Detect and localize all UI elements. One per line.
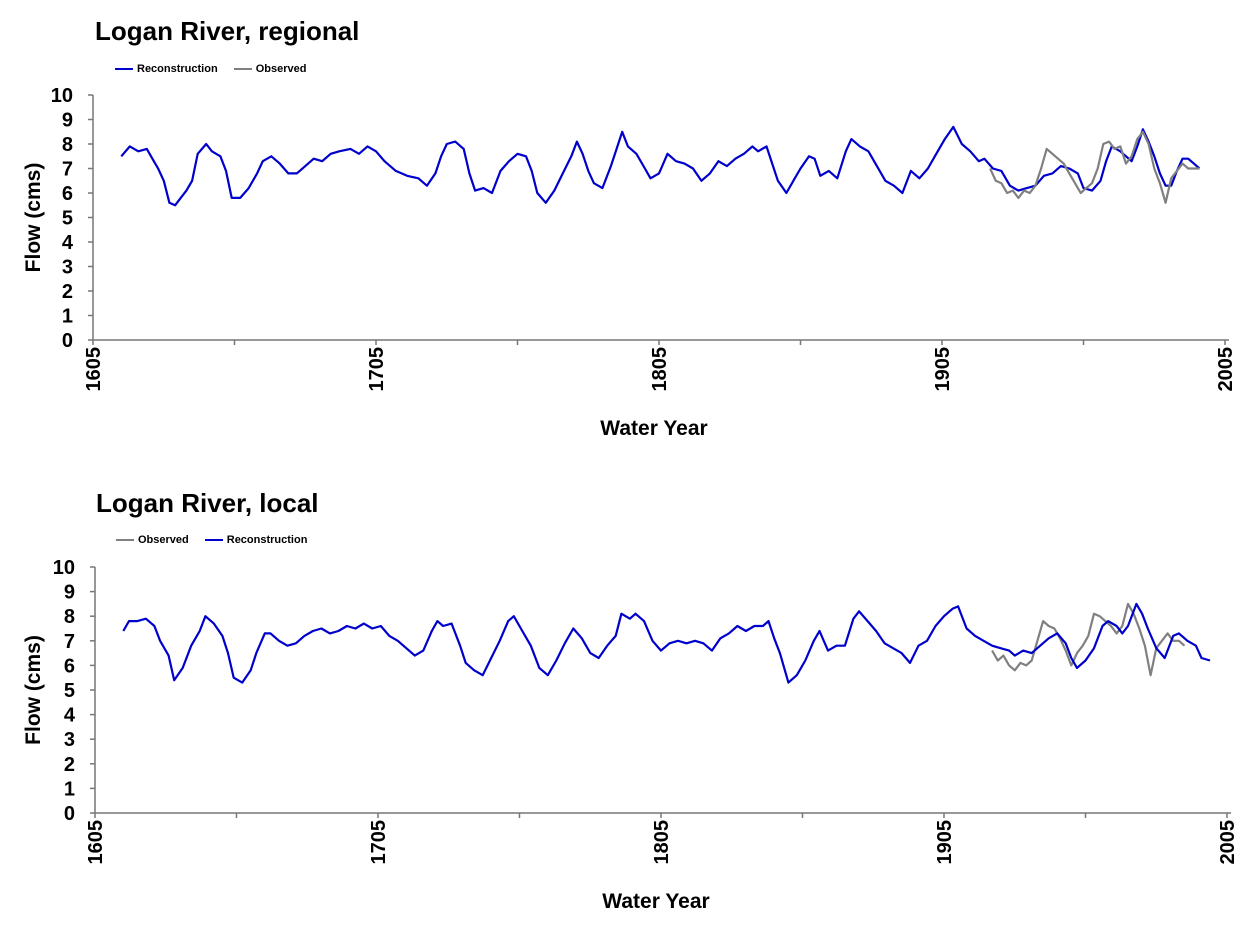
chart-title: Logan River, local <box>96 488 319 518</box>
x-axis-title: Water Year <box>602 890 709 913</box>
legend-label: Reconstruction <box>226 534 308 546</box>
chart-panel-local: Logan River, local Observed Reconstructi… <box>0 470 1242 933</box>
y-axis-title: Flow (cms) <box>22 163 45 273</box>
chart-panel-regional: Logan River, regional Reconstruction Obs… <box>0 0 1242 463</box>
legend-label: Observed <box>138 534 189 546</box>
line-chart-regional: 01 23 45 67 89 10 1605 1705 1805 1905 2005 Water Ye… <box>22 85 1237 440</box>
y-tick-label: 10 <box>53 557 75 579</box>
x-tick-label: 1905 <box>934 820 956 865</box>
y-tick-label: 10 <box>51 85 73 107</box>
x-tick-label: 1805 <box>651 820 673 865</box>
legend-item: Reconstruction <box>115 63 218 75</box>
legend-swatch <box>115 68 133 70</box>
y-tick-label: 1 <box>64 778 75 800</box>
legend-swatch <box>116 539 134 541</box>
y-tick-label: 3 <box>64 729 75 751</box>
x-tick-label: 1705 <box>366 347 388 392</box>
x-tick-label: 1605 <box>85 820 107 865</box>
legend: Observed Reconstruction <box>116 534 323 546</box>
y-tick-label: 9 <box>62 110 73 132</box>
x-axis-title: Water Year <box>600 417 707 440</box>
legend-label: Reconstruction <box>137 63 218 75</box>
chart-title: Logan River, regional <box>95 16 360 46</box>
line-chart-local: 0 12 34 5 67 89 10 1605 1705 1805 1905 2005 Water Ye… <box>22 557 1239 913</box>
y-tick-label: 4 <box>62 232 74 254</box>
legend-item: Observed <box>233 63 307 75</box>
legend: Reconstruction Observed <box>115 63 322 75</box>
legend-swatch <box>233 68 252 70</box>
series-line-reconstruction <box>122 602 1211 684</box>
legend-swatch <box>204 539 223 541</box>
y-tick-label: 6 <box>64 655 75 677</box>
y-tick-label: 3 <box>62 257 73 279</box>
x-tick-label: 2005 <box>1217 820 1239 865</box>
legend-item: Reconstruction <box>204 534 308 546</box>
y-tick-label: 1 <box>62 306 73 328</box>
x-tick-label: 1805 <box>649 347 671 392</box>
y-tick-label: 5 <box>62 208 73 230</box>
x-tick-label: 2005 <box>1215 347 1237 392</box>
legend-item: Observed <box>116 534 189 546</box>
y-tick-label: 8 <box>64 606 75 628</box>
y-tick-label: 2 <box>62 281 73 303</box>
y-tick-label: 6 <box>62 183 73 205</box>
series-line-reconstruction <box>120 125 1201 207</box>
legend-label: Observed <box>255 63 307 75</box>
y-tick-label: 5 <box>64 680 75 702</box>
series-line-observed <box>989 130 1200 204</box>
y-tick-label: 2 <box>64 754 75 776</box>
y-axis-title: Flow (cms) <box>22 635 45 745</box>
y-tick-label: 0 <box>64 803 75 825</box>
y-tick-label: 0 <box>62 330 73 352</box>
y-tick-label: 4 <box>64 705 76 727</box>
y-tick-label: 8 <box>62 134 73 156</box>
series-line-observed <box>991 602 1186 677</box>
y-tick-label: 7 <box>64 631 75 653</box>
x-tick-label: 1705 <box>368 820 390 865</box>
x-tick-label: 1605 <box>83 347 105 392</box>
y-tick-label: 7 <box>62 159 73 181</box>
x-tick-label: 1905 <box>932 347 954 392</box>
y-tick-label: 9 <box>64 582 75 604</box>
